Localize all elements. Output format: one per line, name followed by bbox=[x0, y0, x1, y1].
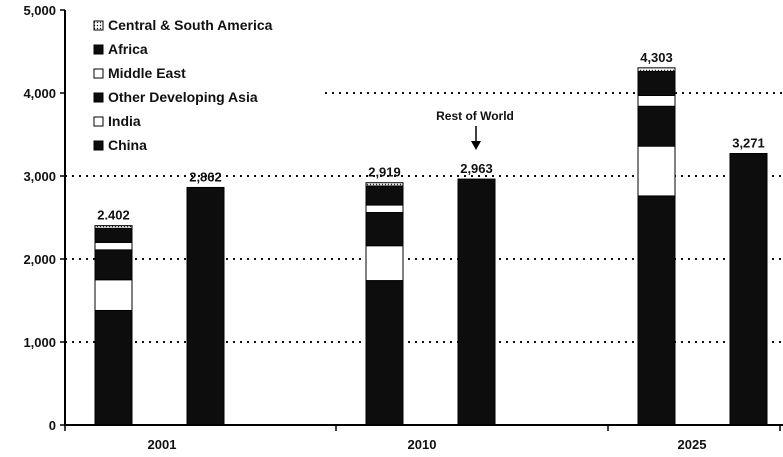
rest-of-world-label: 2,963 bbox=[460, 161, 493, 176]
bar-segment-africa bbox=[94, 227, 133, 243]
legend-item: China bbox=[108, 137, 147, 153]
bar-rest-of-world bbox=[729, 153, 768, 426]
legend-item: Africa bbox=[108, 41, 148, 57]
annotation-arrow-head bbox=[471, 141, 481, 150]
rest-of-world-label: 3,271 bbox=[732, 136, 765, 151]
stacked-total-label: 2,919 bbox=[368, 165, 401, 180]
bar-rest-of-world bbox=[457, 178, 496, 426]
legend-item: Middle East bbox=[108, 65, 186, 81]
annotation-text: Rest of World bbox=[436, 109, 514, 123]
y-tick-label: 3,000 bbox=[23, 169, 56, 184]
legend-item: Other Developing Asia bbox=[108, 89, 258, 105]
legend-swatch bbox=[93, 140, 104, 151]
bar-segment-other-developing-asia bbox=[637, 105, 676, 147]
bar-segment-india bbox=[637, 145, 676, 197]
legend-item: Central & South America bbox=[108, 17, 273, 33]
gridlines bbox=[65, 92, 783, 343]
y-tick-label: 4,000 bbox=[23, 86, 56, 101]
x-tick-label: 2025 bbox=[678, 437, 707, 452]
bar-segment-china bbox=[94, 309, 133, 426]
bar-segment-china bbox=[365, 280, 404, 426]
x-tick-label: 2001 bbox=[148, 437, 177, 452]
bar-segment-india bbox=[365, 245, 404, 282]
bar-segment-africa bbox=[637, 70, 676, 96]
bar-rest-of-world bbox=[186, 186, 225, 426]
y-tick-label: 2,000 bbox=[23, 252, 56, 267]
bar-segment-middle-east bbox=[94, 241, 133, 251]
bar-segment-central-south-america bbox=[94, 225, 133, 229]
rest-of-world-label: 2,862 bbox=[189, 169, 222, 184]
stacked-total-label: 2.402 bbox=[97, 208, 130, 223]
bar-segment-middle-east bbox=[637, 94, 676, 107]
stacked-total-label: 4,303 bbox=[640, 50, 673, 65]
bar-segment-central-south-america bbox=[365, 182, 404, 187]
bar-segment-india bbox=[94, 279, 133, 311]
legend-swatch bbox=[93, 116, 104, 127]
legend-item: India bbox=[108, 113, 141, 129]
legend-swatch bbox=[93, 68, 104, 79]
bar-segment-other-developing-asia bbox=[365, 212, 404, 247]
data-labels: 2.402 2,862 2,919 2,963 4,303 3,271 bbox=[97, 50, 765, 223]
legend-swatch bbox=[93, 44, 104, 55]
bar-segment-china bbox=[637, 195, 676, 426]
y-tick-label: 0 bbox=[49, 418, 56, 433]
y-tick-label: 5,000 bbox=[23, 3, 56, 18]
bar-segment-other-developing-asia bbox=[94, 249, 133, 281]
bar-segment-central-south-america bbox=[637, 67, 676, 72]
rest-of-world-annotation: Rest of World bbox=[436, 109, 514, 150]
bar-segment-africa bbox=[365, 185, 404, 206]
bar-segment-middle-east bbox=[365, 204, 404, 214]
x-tick-label: 2010 bbox=[408, 437, 437, 452]
legend-swatch bbox=[93, 92, 104, 103]
legend-swatch bbox=[93, 20, 104, 31]
bars bbox=[94, 67, 768, 426]
axes: 0 1,000 2,000 3,000 4,000 5,000 2001 2010 2025 bbox=[23, 3, 783, 452]
legend: Central & South America Africa Middle East… bbox=[93, 17, 273, 153]
y-tick-label: 1,000 bbox=[23, 335, 56, 350]
